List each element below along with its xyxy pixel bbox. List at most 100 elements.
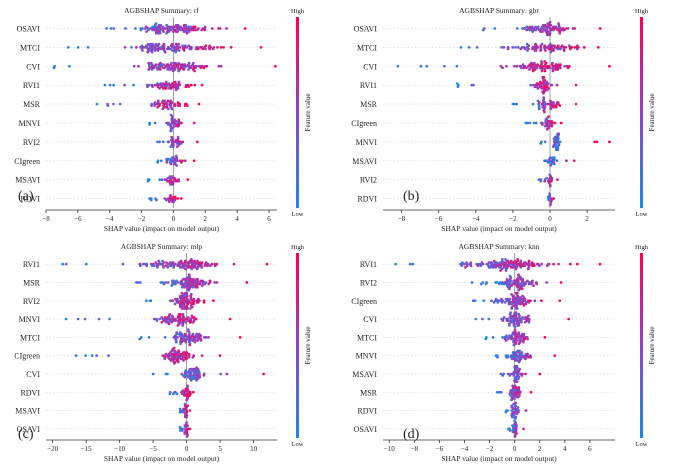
shap-point bbox=[177, 261, 181, 264]
x-tick-label: −20 bbox=[47, 445, 58, 453]
shap-point bbox=[176, 360, 180, 364]
shap-point bbox=[204, 44, 208, 48]
shap-point bbox=[515, 432, 518, 435]
shap-point bbox=[515, 64, 519, 68]
shap-point bbox=[519, 296, 522, 299]
shap-point bbox=[516, 258, 520, 261]
shap-point bbox=[180, 307, 184, 310]
feature-label: RDVI bbox=[357, 407, 377, 416]
shap-point bbox=[529, 299, 532, 303]
shap-point bbox=[153, 49, 157, 52]
shap-point bbox=[562, 49, 566, 52]
shap-point bbox=[167, 352, 171, 356]
shap-point bbox=[469, 261, 473, 264]
shap-point bbox=[146, 85, 149, 89]
shap-point bbox=[187, 355, 191, 359]
shap-point bbox=[156, 99, 160, 103]
shap-point bbox=[179, 342, 182, 346]
shap-point bbox=[184, 85, 188, 89]
shap-point bbox=[183, 351, 187, 354]
shap-point bbox=[536, 25, 540, 29]
shap-point bbox=[512, 314, 515, 318]
shap-point bbox=[76, 46, 80, 49]
x-tick-label: 0 bbox=[548, 215, 552, 223]
shap-point bbox=[175, 331, 179, 334]
shap-point bbox=[540, 87, 543, 90]
shap-point bbox=[595, 140, 599, 144]
shap-point bbox=[543, 124, 547, 128]
shap-point bbox=[147, 68, 151, 71]
shap-point bbox=[556, 148, 560, 152]
shap-point bbox=[541, 30, 544, 33]
shap-point bbox=[148, 197, 151, 200]
shap-point bbox=[572, 159, 576, 163]
shap-point bbox=[183, 44, 187, 48]
shap-point bbox=[522, 355, 526, 359]
shap-point bbox=[181, 44, 184, 48]
shap-point bbox=[199, 66, 203, 70]
feature-label: MTCI bbox=[20, 43, 40, 52]
shap-point bbox=[546, 102, 550, 106]
shap-point bbox=[243, 27, 247, 30]
shap-point bbox=[163, 336, 167, 339]
shap-point bbox=[218, 354, 222, 357]
shap-point bbox=[139, 28, 143, 32]
shap-point bbox=[558, 104, 562, 107]
shap-point bbox=[526, 267, 530, 271]
shap-point bbox=[162, 266, 165, 269]
shap-point bbox=[528, 68, 531, 71]
shap-point bbox=[177, 143, 181, 147]
shap-point bbox=[86, 46, 90, 49]
shap-point bbox=[108, 317, 111, 321]
shap-point bbox=[170, 25, 174, 29]
feature-label: MNVI bbox=[19, 315, 41, 324]
shap-point bbox=[187, 288, 191, 292]
colorbar-title: Feature value bbox=[304, 94, 312, 132]
shap-point bbox=[460, 264, 464, 268]
shap-point bbox=[151, 42, 154, 46]
shap-point bbox=[173, 198, 177, 202]
shap-point bbox=[522, 427, 525, 431]
shap-point bbox=[547, 115, 550, 118]
shap-point bbox=[538, 85, 542, 89]
shap-point bbox=[189, 339, 192, 342]
feature-label: MSAVI bbox=[15, 176, 40, 185]
shap-point bbox=[491, 266, 495, 269]
shap-point bbox=[179, 357, 183, 361]
shap-point bbox=[166, 68, 170, 71]
shap-point bbox=[394, 262, 397, 266]
shap-point bbox=[573, 46, 577, 49]
shap-point bbox=[203, 264, 207, 268]
feature-label: RVI1 bbox=[23, 81, 40, 90]
shap-point bbox=[479, 282, 483, 286]
shap-point bbox=[544, 49, 547, 52]
shap-point bbox=[513, 364, 517, 368]
shap-point bbox=[526, 352, 529, 356]
shap-point bbox=[556, 44, 560, 48]
shap-point bbox=[173, 104, 177, 107]
shap-point bbox=[536, 99, 540, 103]
shap-point bbox=[505, 64, 508, 68]
shap-point bbox=[200, 261, 204, 264]
shap-point bbox=[515, 412, 519, 416]
shap-point bbox=[515, 364, 519, 368]
x-axis-label: SHAP value (impact on model output) bbox=[441, 224, 557, 233]
shap-point bbox=[191, 355, 195, 359]
shap-point bbox=[487, 261, 491, 264]
shap-point bbox=[203, 282, 207, 286]
shap-point bbox=[498, 282, 501, 286]
shap-point bbox=[548, 173, 552, 177]
shap-point bbox=[186, 316, 190, 319]
shap-point bbox=[173, 349, 177, 353]
feature-label: MNVI bbox=[356, 352, 378, 361]
shap-point bbox=[530, 261, 534, 264]
shap-point bbox=[194, 285, 197, 289]
shap-point bbox=[158, 140, 161, 144]
shap-point bbox=[137, 64, 140, 68]
shap-point bbox=[196, 259, 199, 263]
shap-point bbox=[168, 175, 172, 178]
shap-point bbox=[517, 360, 521, 364]
shap-point bbox=[179, 352, 183, 356]
shap-point bbox=[166, 266, 170, 269]
shap-point bbox=[222, 46, 225, 49]
